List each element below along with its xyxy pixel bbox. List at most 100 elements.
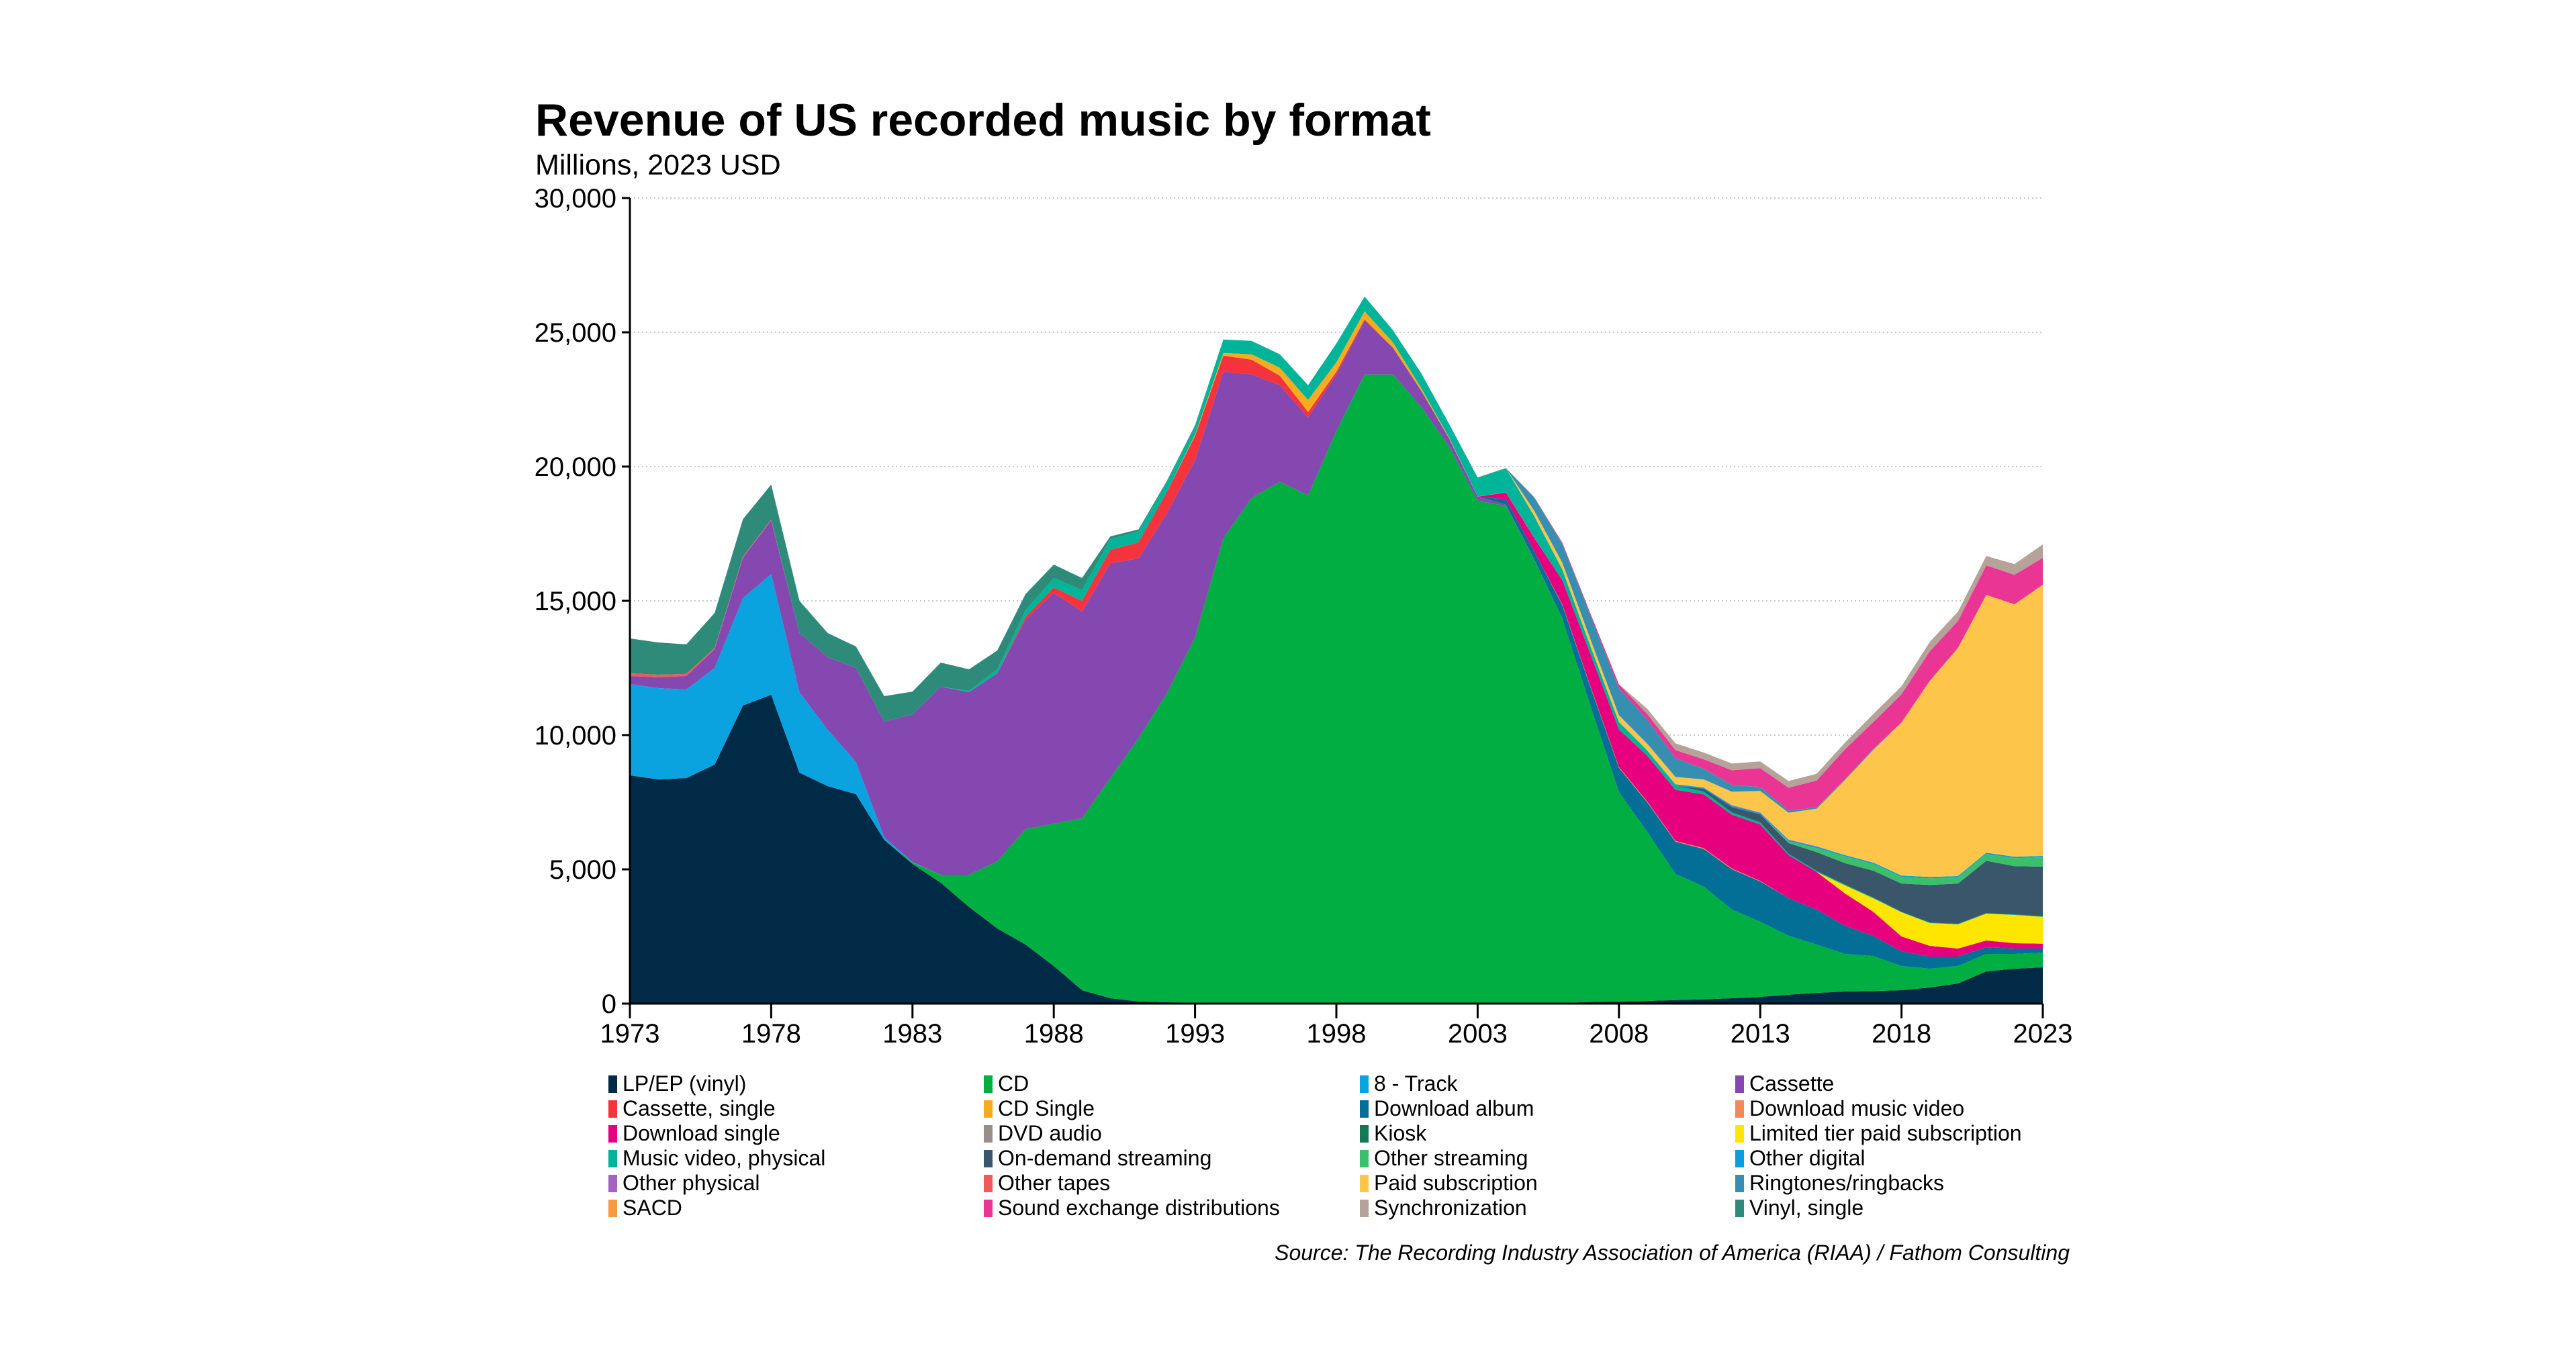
y-tick-label: 5,000 (549, 855, 616, 885)
legend-label: Download single (623, 1121, 780, 1145)
legend-swatch (608, 1100, 617, 1118)
legend-swatch (608, 1174, 617, 1192)
area-cassette (630, 320, 2043, 969)
legend-label: On-demand streaming (998, 1146, 1212, 1170)
legend-swatch (984, 1199, 993, 1217)
legend-swatch (1360, 1149, 1369, 1167)
legend-label: Other digital (1749, 1146, 1866, 1170)
legend-label: Download music video (1749, 1096, 1965, 1120)
x-tick-label: 1978 (741, 1019, 801, 1049)
legend-label: Download album (1374, 1096, 1534, 1120)
area-vinyl-single (630, 296, 2043, 781)
legend-swatch (984, 1075, 993, 1093)
legend-item: 8 - Track (1360, 1071, 1735, 1096)
legend-swatch (608, 1199, 617, 1217)
area-download-single (630, 311, 2043, 957)
x-tick-label: 1988 (1024, 1019, 1084, 1049)
y-tick-label: 30,000 (535, 184, 616, 213)
legend-swatch (1360, 1199, 1369, 1217)
legend-swatch (1360, 1124, 1369, 1143)
legend-swatch (1735, 1149, 1744, 1167)
source-note: Source: The Recording Industry Associati… (1275, 1241, 2070, 1265)
x-tick-label: 2018 (1872, 1019, 1931, 1049)
area-lp-ep-vinyl- (630, 695, 2043, 1004)
legend-item: Download single (608, 1121, 984, 1146)
x-tick-label: 1998 (1307, 1019, 1367, 1049)
legend-label: Synchronization (1374, 1196, 1527, 1220)
legend-swatch (608, 1149, 617, 1167)
legend-label: Other tapes (998, 1171, 1111, 1195)
legend-item: Paid subscription (1360, 1171, 1735, 1196)
legend-swatch (984, 1100, 993, 1118)
legend-label: Kiosk (1374, 1121, 1427, 1145)
legend-swatch (1360, 1174, 1369, 1192)
legend-item: Synchronization (1360, 1196, 1735, 1220)
legend-item: Download music video (1735, 1096, 2138, 1121)
legend-label: 8 - Track (1374, 1071, 1458, 1096)
x-tick-label: 2008 (1589, 1019, 1649, 1049)
legend-label: Limited tier paid subscription (1749, 1121, 2022, 1145)
legend-label: Other streaming (1374, 1146, 1528, 1170)
legend-label: CD (998, 1071, 1029, 1096)
legend: LP/EP (vinyl) CD 8 - Track Cassette Cassette… (608, 1071, 2138, 1220)
legend-swatch (1735, 1075, 1744, 1093)
legend-item: Ringtones/ringbacks (1735, 1171, 2138, 1196)
legend-swatch (984, 1124, 993, 1143)
legend-label: Other physical (623, 1171, 760, 1195)
legend-swatch (1735, 1100, 1744, 1118)
x-tick-label: 1983 (882, 1019, 942, 1049)
legend-label: SACD (623, 1196, 682, 1220)
legend-item: Other streaming (1360, 1146, 1735, 1171)
legend-item: Cassette, single (608, 1096, 984, 1121)
legend-item: CD (984, 1071, 1360, 1096)
legend-item: Sound exchange distributions (984, 1196, 1360, 1220)
legend-item: DVD audio (984, 1121, 1360, 1146)
area-cd (630, 374, 2043, 1003)
legend-label: Cassette (1749, 1071, 1835, 1096)
x-tick-label: 1973 (600, 1019, 660, 1049)
y-tick-label: 15,000 (535, 587, 616, 616)
legend-label: Cassette, single (623, 1096, 776, 1120)
legend-item: LP/EP (vinyl) (608, 1071, 984, 1096)
legend-label: DVD audio (998, 1121, 1102, 1145)
legend-swatch (984, 1174, 993, 1192)
chart-title: Revenue of US recorded music by format (535, 95, 1431, 146)
legend-label: Paid subscription (1374, 1171, 1538, 1195)
x-tick-label: 2013 (1731, 1019, 1790, 1049)
legend-item: Other physical (608, 1171, 984, 1196)
legend-item: Download album (1360, 1096, 1735, 1121)
legend-label: Ringtones/ringbacks (1749, 1171, 1944, 1195)
legend-swatch (1360, 1100, 1369, 1118)
legend-swatch (608, 1124, 617, 1143)
legend-item: Music video, physical (608, 1146, 984, 1171)
legend-item: Vinyl, single (1735, 1196, 2138, 1220)
y-tick-label: 25,000 (535, 318, 616, 348)
y-tick-label: 20,000 (535, 452, 616, 482)
legend-label: CD Single (998, 1096, 1095, 1120)
legend-item: Other digital (1735, 1146, 2138, 1171)
legend-item: Other tapes (984, 1171, 1360, 1196)
x-tick-label: 2023 (2013, 1019, 2073, 1049)
legend-item: Kiosk (1360, 1121, 1735, 1146)
legend-item: CD Single (984, 1096, 1360, 1121)
legend-label: Music video, physical (623, 1146, 826, 1170)
y-tick-label: 0 (602, 990, 616, 1019)
legend-item: Cassette (1735, 1071, 2138, 1096)
legend-swatch (984, 1149, 993, 1167)
legend-swatch (1360, 1075, 1369, 1093)
legend-swatch (1735, 1199, 1744, 1217)
legend-swatch (1735, 1174, 1744, 1192)
x-tick-label: 1993 (1165, 1019, 1225, 1049)
legend-label: Sound exchange distributions (998, 1196, 1280, 1220)
y-tick-label: 10,000 (535, 721, 616, 751)
legend-item: Limited tier paid subscription (1735, 1121, 2138, 1146)
legend-label: Vinyl, single (1749, 1196, 1864, 1220)
x-tick-label: 2003 (1448, 1019, 1508, 1049)
legend-swatch (1735, 1124, 1744, 1143)
area-paid-subscription (630, 296, 2043, 877)
chart-subtitle: Millions, 2023 USD (535, 149, 781, 181)
legend-item: On-demand streaming (984, 1146, 1360, 1171)
legend-swatch (608, 1075, 617, 1093)
legend-item: SACD (608, 1196, 984, 1220)
